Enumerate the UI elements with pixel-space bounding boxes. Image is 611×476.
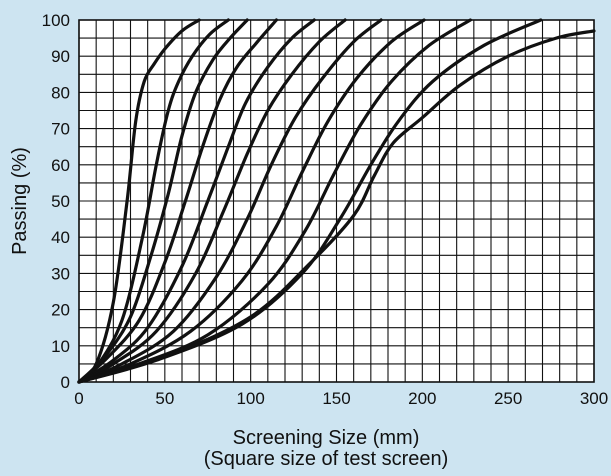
y-tick-label: 80 bbox=[51, 83, 70, 102]
y-tick-label: 60 bbox=[51, 156, 70, 175]
x-tick-label: 300 bbox=[580, 389, 608, 408]
x-tick-label: 100 bbox=[236, 389, 264, 408]
y-tick-label: 70 bbox=[51, 120, 70, 139]
x-tick-label: 50 bbox=[155, 389, 174, 408]
plot-border bbox=[78, 19, 595, 383]
grading-curve-9 bbox=[77, 18, 472, 384]
grading-curve-7 bbox=[77, 18, 383, 384]
y-tick-labels: 0 10 20 30 40 50 60 70 80 90 100 bbox=[42, 11, 70, 392]
grading-curve-8 bbox=[77, 18, 426, 384]
y-tick-label: 40 bbox=[51, 228, 70, 247]
y-tick-label: 10 bbox=[51, 337, 70, 356]
x-axis-subtitle: (Square size of test screen) bbox=[204, 448, 449, 470]
grading-curve-1 bbox=[77, 18, 201, 384]
grading-curve-4 bbox=[77, 18, 278, 384]
y-tick-label: 30 bbox=[51, 264, 70, 283]
x-axis-title: Screening Size (mm) bbox=[233, 427, 420, 449]
y-axis-title: Passing (%) bbox=[9, 147, 31, 255]
curves-layer bbox=[77, 18, 596, 384]
y-tick-label: 20 bbox=[51, 301, 70, 320]
x-tick-label: 250 bbox=[494, 389, 522, 408]
grading-curve-2 bbox=[77, 18, 230, 384]
grading-curve-6 bbox=[77, 18, 347, 384]
grading-curve-3 bbox=[77, 18, 249, 384]
grading-curve-11 bbox=[77, 29, 596, 384]
y-tick-label: 0 bbox=[61, 373, 70, 392]
y-tick-label: 100 bbox=[42, 11, 70, 30]
y-tick-label: 50 bbox=[51, 192, 70, 211]
grid-layer bbox=[78, 19, 595, 383]
y-tick-label: 90 bbox=[51, 47, 70, 66]
x-tick-label: 200 bbox=[408, 389, 436, 408]
grading-curve-5 bbox=[77, 18, 316, 384]
x-tick-label: 150 bbox=[322, 389, 350, 408]
x-tick-labels: 0 50 100 150 200 250 300 bbox=[74, 389, 608, 408]
x-tick-label: 0 bbox=[74, 389, 83, 408]
